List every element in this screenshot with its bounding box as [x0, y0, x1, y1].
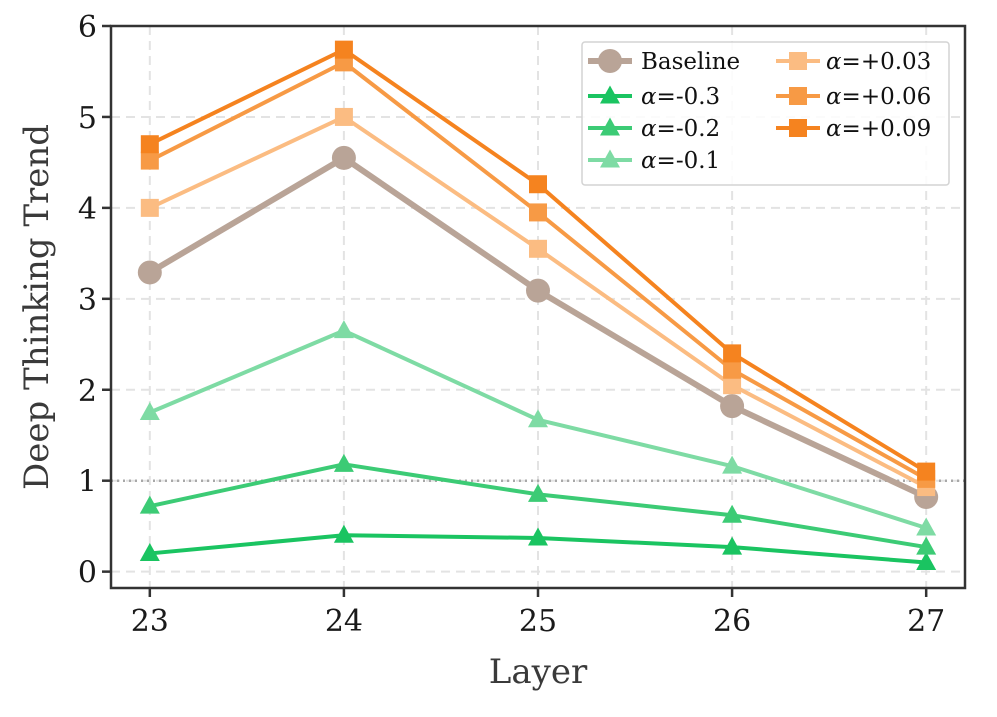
data-point	[528, 483, 548, 502]
y-tick-label: 6	[78, 10, 97, 45]
legend-item: α=-0.3	[588, 84, 720, 110]
legend-item: α=-0.2	[588, 116, 720, 142]
legend-swatch-marker	[789, 119, 807, 137]
legend-label: α=+0.06	[826, 84, 931, 110]
legend-label: α=+0.09	[826, 116, 931, 142]
data-point	[723, 376, 742, 395]
legend-label: α=-0.1	[641, 148, 720, 174]
legend-label: Baseline	[641, 49, 740, 75]
legend-label: α=-0.2	[641, 116, 720, 142]
legend-item: α=-0.1	[588, 148, 720, 174]
data-point	[720, 394, 745, 419]
y-axis-title: Deep Thinking Trend	[17, 124, 57, 490]
data-point	[722, 504, 743, 523]
legend-label: α=+0.03	[826, 49, 931, 75]
data-point	[528, 409, 548, 428]
data-point	[139, 542, 160, 561]
legend-item: α=+0.09	[776, 116, 931, 142]
data-point	[723, 360, 742, 379]
series-α=-0.3	[139, 524, 937, 571]
legend-swatch-marker	[789, 87, 807, 105]
data-point	[331, 145, 356, 170]
legend-item: Baseline	[588, 49, 740, 75]
y-tick-label: 1	[78, 465, 97, 500]
data-point	[722, 536, 743, 555]
legend-label: α=-0.3	[641, 84, 720, 110]
data-point	[334, 40, 353, 59]
data-point	[529, 203, 547, 222]
legend-box	[581, 41, 950, 186]
legend-swatch-marker	[600, 117, 620, 136]
legend-swatch-marker	[598, 49, 622, 73]
x-tick-label: 24	[325, 604, 363, 639]
x-tick-label: 26	[713, 604, 751, 639]
data-point	[722, 455, 743, 474]
legend-item: α=+0.03	[776, 49, 931, 75]
x-tick-label: 25	[519, 604, 557, 639]
x-tick-label: 23	[131, 604, 169, 639]
y-tick-label: 3	[78, 283, 97, 318]
data-point	[916, 552, 937, 571]
data-point	[916, 536, 937, 555]
series-α=-0.2	[139, 453, 937, 555]
x-axis-title: Layer	[489, 652, 588, 692]
data-point	[139, 401, 160, 420]
series-α=+0.09	[140, 40, 936, 481]
data-point	[333, 453, 354, 472]
data-point	[333, 524, 354, 543]
data-point	[917, 462, 936, 481]
legend-swatch-marker	[600, 149, 620, 168]
data-point	[723, 344, 742, 363]
data-point	[139, 495, 160, 514]
legend: Baseline α=-0.3 α=-0.2 α=-0.1 α=+0.03 α=+0.06…	[581, 41, 950, 186]
data-point	[333, 320, 354, 339]
data-point	[916, 517, 937, 536]
data-point	[137, 260, 162, 285]
series-group	[137, 40, 939, 571]
y-tick-label: 2	[78, 374, 97, 409]
data-point	[526, 278, 550, 303]
y-tick-label: 4	[78, 192, 97, 227]
y-tick-label: 0	[78, 556, 97, 591]
x-tick-label: 27	[907, 604, 945, 639]
data-point	[140, 135, 159, 154]
legend-swatch-marker	[789, 52, 807, 70]
series-α=-0.1	[139, 320, 937, 536]
data-point	[529, 239, 547, 258]
y-tick-label: 5	[78, 101, 97, 136]
legend-item: α=+0.06	[776, 84, 931, 110]
data-point	[529, 175, 547, 194]
legend-swatch-marker	[600, 85, 620, 104]
data-point	[528, 527, 548, 546]
data-point	[334, 107, 353, 126]
data-point	[140, 151, 159, 170]
data-point	[140, 198, 159, 217]
